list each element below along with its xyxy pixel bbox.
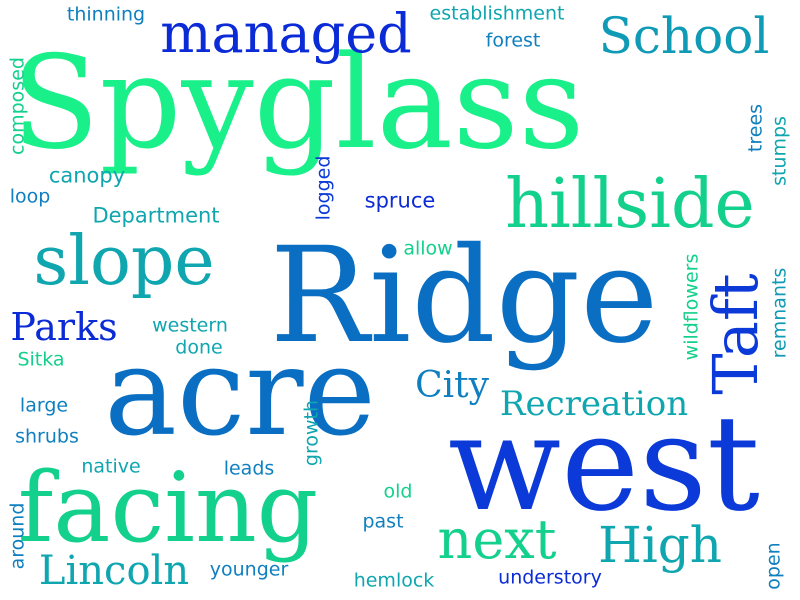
word-taft: Taft: [699, 273, 772, 395]
word-canopy: canopy: [48, 163, 126, 188]
word-wildflowers: wildflowers: [680, 253, 703, 361]
word-trees: trees: [744, 103, 767, 153]
word-past: past: [362, 510, 404, 533]
word-slope: slope: [33, 222, 215, 301]
word-establishment: establishment: [429, 2, 565, 25]
word-open: open: [762, 542, 785, 590]
word-lincoln: Lincoln: [38, 548, 190, 594]
word-composed: composed: [6, 57, 29, 155]
word-high: High: [598, 516, 722, 574]
word-western: western: [152, 314, 228, 337]
word-around: around: [6, 502, 29, 570]
word-ridge: Ridge: [269, 219, 659, 373]
word-native: native: [81, 455, 141, 478]
word-shrubs: shrubs: [15, 425, 79, 448]
word-growth: growth: [300, 399, 323, 467]
word-acre: acre: [104, 321, 376, 463]
word-younger: younger: [209, 558, 289, 581]
word-logged: logged: [312, 155, 335, 221]
word-hemlock: hemlock: [353, 569, 435, 592]
word-city: City: [415, 365, 489, 406]
word-spyglass: Spyglass: [11, 29, 585, 178]
word-old: old: [383, 480, 413, 503]
word-allow: allow: [403, 237, 453, 260]
word-stumps: stumps: [768, 116, 791, 186]
word-done: done: [175, 336, 223, 359]
word-department: Department: [92, 203, 220, 228]
word-managed: managed: [160, 2, 412, 65]
word-sitka: Sitka: [17, 348, 65, 371]
word-school: School: [598, 7, 770, 65]
word-next: next: [437, 508, 557, 571]
word-facing: facing: [17, 452, 319, 564]
word-recreation: Recreation: [499, 384, 689, 424]
word-hillside: hillside: [505, 165, 755, 244]
word-loop: loop: [9, 185, 51, 208]
word-forest: forest: [485, 29, 541, 52]
word-understory: understory: [498, 566, 602, 589]
word-thinning: thinning: [66, 3, 146, 26]
word-leads: leads: [223, 457, 275, 480]
word-west: west: [448, 387, 760, 541]
word-spruce: spruce: [364, 188, 436, 213]
word-parks: Parks: [10, 305, 118, 349]
word-large: large: [19, 394, 69, 417]
word-remnants: remnants: [768, 267, 791, 359]
